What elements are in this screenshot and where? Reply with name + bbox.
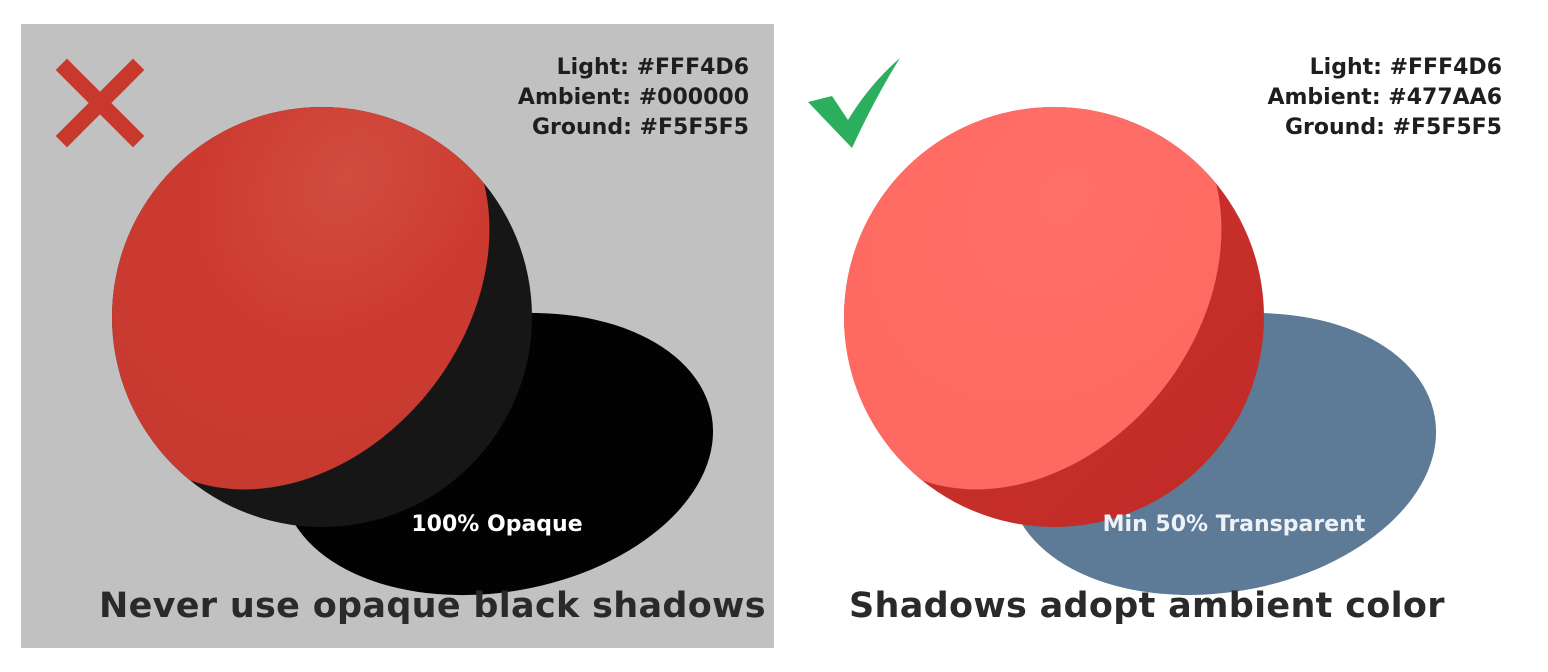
check-mark-icon	[808, 58, 900, 148]
ambient-value: Ambient: #477AA6	[1267, 85, 1502, 110]
ground-value: Ground: #F5F5F5	[532, 115, 749, 140]
sphere	[844, 107, 1264, 527]
light-value: Light: #FFF4D6	[1309, 55, 1502, 80]
lighting-settings: Light: #FFF4D6 Ambient: #000000 Ground: …	[518, 53, 749, 143]
panel-caption: Shadows adopt ambient color	[849, 586, 1445, 626]
correct-example-panel: Light: #FFF4D6 Ambient: #477AA6 Ground: …	[774, 24, 1527, 648]
ground-value: Ground: #F5F5F5	[1285, 115, 1502, 140]
shadow-label: Min 50% Transparent	[1102, 512, 1366, 537]
sphere-lit-side	[844, 107, 1222, 490]
sphere-lit-side	[112, 107, 490, 490]
incorrect-scene	[112, 107, 714, 596]
shadow-label: 100% Opaque	[411, 512, 583, 537]
correct-scene	[844, 107, 1437, 595]
x-mark-icon	[55, 58, 145, 148]
ambient-value: Ambient: #000000	[517, 85, 749, 110]
sphere	[112, 107, 532, 527]
incorrect-example-panel: Light: #FFF4D6 Ambient: #000000 Ground: …	[21, 24, 774, 648]
panel-caption: Never use opaque black shadows	[99, 586, 766, 626]
lighting-settings: Light: #FFF4D6 Ambient: #477AA6 Ground: …	[1267, 53, 1502, 143]
light-value: Light: #FFF4D6	[556, 55, 749, 80]
